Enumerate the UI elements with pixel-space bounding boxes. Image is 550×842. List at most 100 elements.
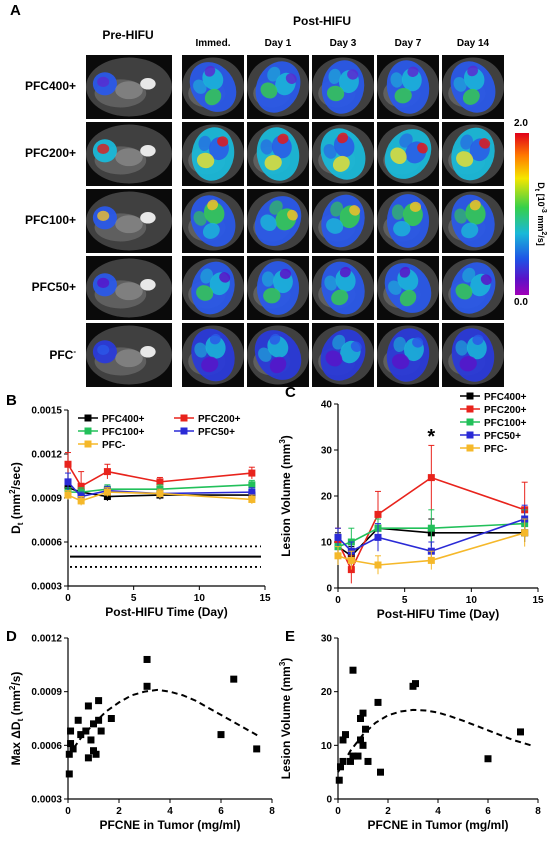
panel-e-data-point — [337, 763, 344, 771]
panel-b-legend-marker — [180, 414, 188, 422]
panel-b-legend-marker — [84, 414, 92, 422]
panel-b-series-pfc-point — [156, 490, 164, 498]
panel-b-x-label: Post-HIFU Time (Day) — [105, 605, 227, 619]
panel-b-x-tick-label: 15 — [259, 593, 271, 604]
panel-d-data-point — [92, 750, 100, 758]
panel-c-legend-label: PFC200+ — [484, 405, 527, 416]
panel-b-series-pfc200-point — [64, 460, 72, 468]
panel-c-y-tick-label: 40 — [321, 400, 333, 411]
panel-d-y-tick-label: 0.0009 — [31, 687, 62, 698]
post-hifu-image-row-2-col-3 — [312, 122, 374, 186]
row-label-3: PFC100+ — [24, 213, 76, 227]
post-hifu-image-row-5-col-2 — [247, 323, 309, 387]
post-hifu-image-row-1-col-2 — [247, 55, 309, 119]
panel-b-series-pfc200-point — [156, 478, 164, 486]
panel-b-legend-label: PFC- — [102, 440, 125, 451]
panel-e-data-point — [354, 752, 362, 760]
panel-b-y-label: Dt (mm2/sec) — [8, 462, 25, 534]
post-hifu-image-row-3-col-1 — [182, 189, 244, 253]
panel-c-legend-marker — [466, 392, 474, 400]
panel-b-legend-label: PFC50+ — [198, 427, 235, 438]
panel-c-y-tick-label: 20 — [321, 492, 333, 503]
post-hifu-image-row-4-col-1 — [182, 256, 244, 320]
panel-d-x-tick-label: 2 — [116, 806, 122, 817]
panel-c-x-label: Post-HIFU Time (Day) — [377, 607, 499, 621]
panel-d-data-point — [77, 731, 85, 739]
panel-c-series-pfc50-point — [374, 533, 382, 541]
panel-d-data-point — [65, 750, 73, 758]
panel-e-x-label: PFCNE in Tumor (mg/ml) — [367, 818, 508, 832]
panel-c-legend-marker — [466, 405, 474, 413]
panel-c-legend-label: PFC400+ — [484, 392, 527, 403]
panel-b-series-pfc50-point — [64, 478, 72, 486]
panel-e-data-point — [364, 757, 372, 765]
panel-d-data-point — [90, 747, 97, 755]
post-hifu-image-row-5-col-5 — [442, 323, 504, 387]
panel-e-data-point — [359, 709, 367, 717]
row-label-5: PFC- — [49, 347, 76, 362]
post-hifu-image-row-4-col-2 — [247, 256, 309, 320]
column-label-immed-: Immed. — [195, 38, 231, 49]
column-label-day-3: Day 3 — [329, 38, 357, 49]
panel-e-data-point — [359, 741, 367, 749]
panel-b-legend-label: PFC100+ — [102, 427, 145, 438]
panel-b-y-tick-label: 0.0009 — [31, 494, 62, 505]
panel-c-legend-marker — [466, 431, 474, 439]
panel-d-data-point — [69, 745, 77, 753]
pre-hifu-image-row-2 — [86, 122, 172, 186]
panel-b-legend-label: PFC400+ — [102, 414, 145, 425]
colorbar — [515, 133, 529, 295]
panel-d-data-point — [97, 727, 105, 735]
panel-b-series-pfc-point — [248, 495, 256, 503]
post-hifu-title: Post-HIFU — [293, 14, 351, 28]
panel-e-x-tick-label: 0 — [335, 806, 341, 817]
post-hifu-image-row-3-col-4 — [377, 189, 439, 253]
panel-d-data-point — [74, 716, 82, 724]
row-label-4: PFC50+ — [31, 280, 76, 294]
post-hifu-image-row-1-col-1 — [182, 55, 244, 119]
panel-d-data-point — [107, 715, 115, 722]
pre-hifu-image-row-3 — [86, 189, 172, 253]
panel-d-y-tick-label: 0.0012 — [31, 634, 62, 645]
panel-c-significance-asterisk: * — [427, 426, 435, 448]
panel-e-x-tick-label: 6 — [485, 806, 491, 817]
panel-b-legend-marker — [84, 440, 92, 448]
post-hifu-image-row-5-col-3 — [312, 323, 374, 387]
column-label-day-7: Day 7 — [394, 38, 422, 49]
panel-d-data-point — [143, 655, 151, 663]
panel-d-data-point — [95, 697, 103, 705]
panel-b-y-tick-label: 0.0006 — [31, 538, 62, 549]
panel-e-data-point — [374, 698, 382, 706]
panel-c-series-pfc50-point — [334, 533, 342, 541]
panel-e-data-point — [377, 768, 384, 776]
panel-e-y-label: Lesion Volume (mm3) — [278, 658, 293, 780]
panel-b-series-pfc200-point — [103, 468, 111, 476]
panel-d-y-label: Max ΔDt (mm2/s) — [8, 672, 25, 766]
panel-c-x-tick-label: 15 — [532, 595, 544, 606]
column-label-day-1: Day 1 — [264, 38, 292, 49]
panel-e-data-point — [335, 776, 343, 784]
panel-b-series-pfc-point — [77, 497, 85, 505]
panel-e-data-point — [357, 715, 364, 722]
panel-c-series-pfc100-point — [427, 524, 435, 532]
panel-e-data-point — [517, 728, 524, 736]
panel-d-data-point — [67, 740, 75, 748]
panel-d-letter: D — [6, 628, 17, 645]
post-hifu-image-row-3-col-5 — [442, 189, 504, 253]
panel-b-legend-marker — [180, 427, 188, 435]
panel-e-x-tick-label: 4 — [435, 806, 441, 817]
panel-d-data-point — [84, 754, 92, 762]
panel-d-data-point — [253, 745, 261, 753]
panel-c-legend-marker — [466, 418, 474, 426]
panel-e-data-point — [362, 725, 369, 733]
panel-d-data-point — [95, 716, 103, 724]
panel-c-y-tick-label: 30 — [321, 446, 333, 457]
panel-b-x-tick-label: 0 — [65, 593, 71, 604]
panel-c-series-pfc-point — [521, 529, 529, 537]
panel-e-data-point — [339, 736, 347, 744]
panel-e-data-point — [349, 752, 357, 760]
panel-d-x-tick-label: 8 — [269, 806, 275, 817]
panel-b-series-pfc200-point — [248, 469, 256, 477]
post-hifu-image-row-2-col-1 — [182, 122, 244, 186]
panel-e-data-point — [349, 666, 357, 674]
